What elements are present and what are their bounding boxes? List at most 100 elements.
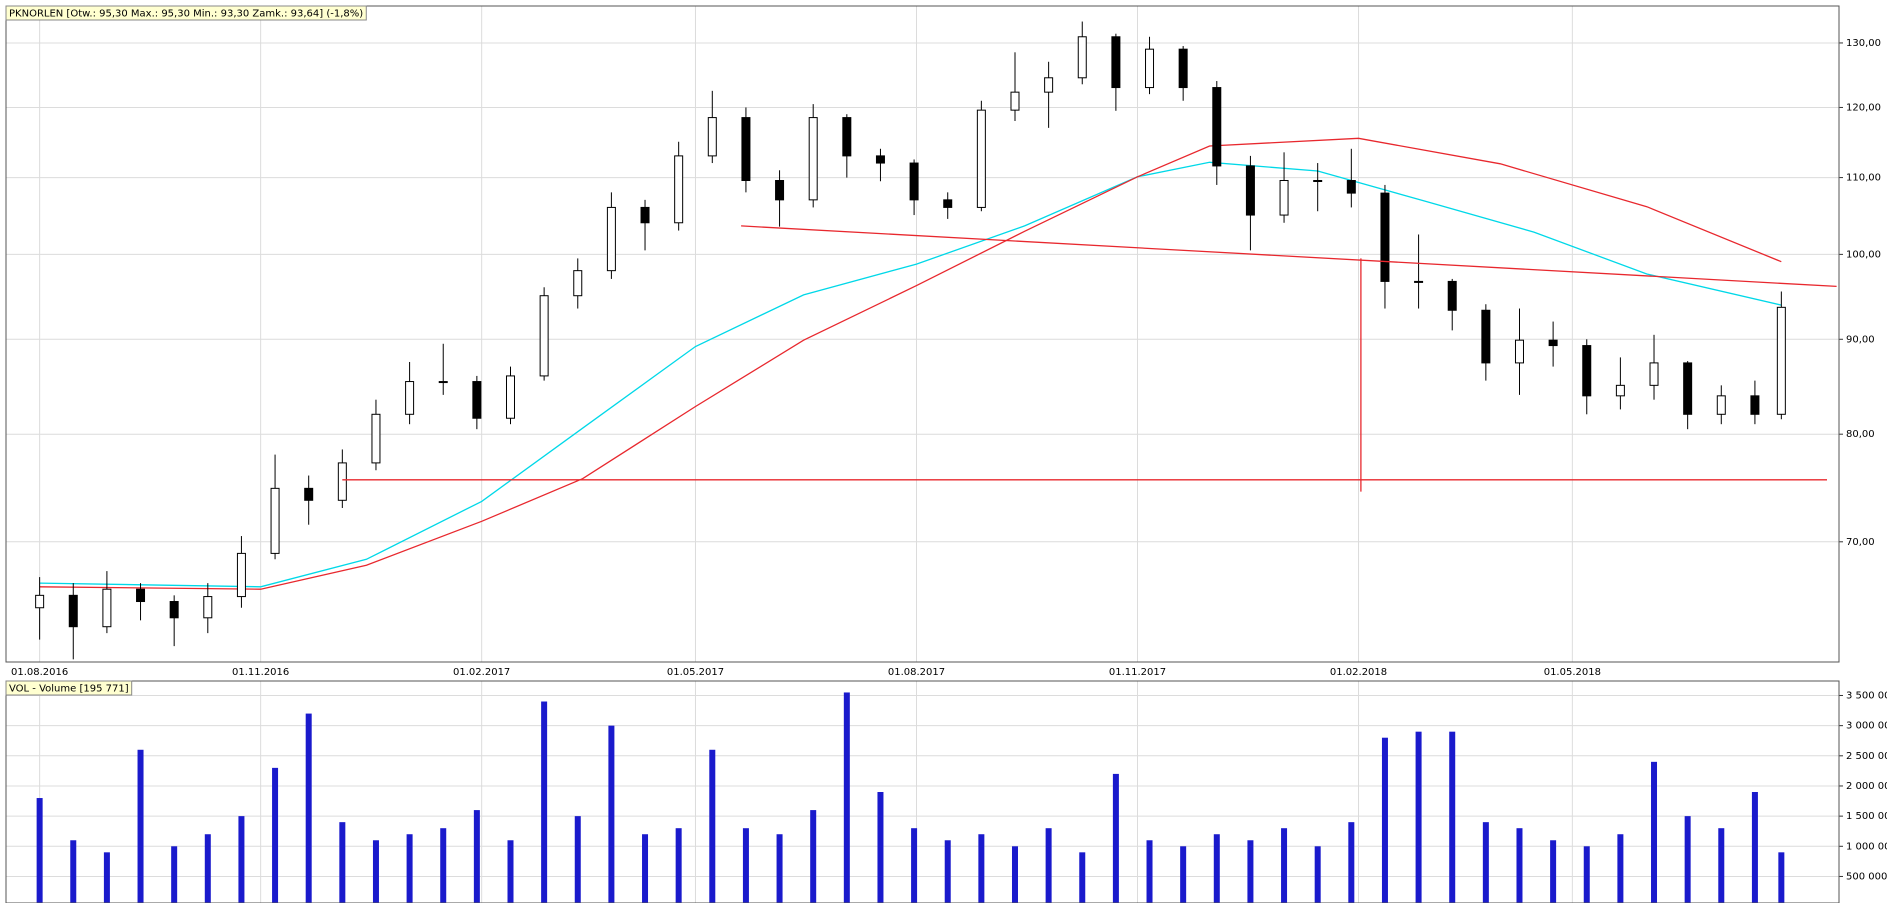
volume-bar: [1314, 846, 1321, 903]
candle-body: [1582, 345, 1592, 397]
panel-frame: [5, 680, 1840, 903]
candle-body: [236, 552, 246, 598]
candle-body: [606, 206, 616, 272]
volume-bar: [1516, 828, 1523, 903]
candle-body: [539, 295, 549, 377]
y-tick-label: 3 500 000: [1846, 690, 1887, 701]
x-tick-label: 01.11.2016: [232, 667, 289, 678]
volume-bar: [204, 834, 211, 903]
volume-bar: [440, 828, 447, 903]
volume-bar: [372, 840, 379, 903]
volume-bar: [238, 816, 245, 903]
panel-title: PKNORLEN [Otw.: 95,30 Max.: 95,30 Min.: …: [9, 9, 363, 20]
candle-body: [775, 180, 785, 201]
volume-bar: [507, 840, 514, 903]
volume-bar: [1684, 816, 1691, 903]
x-tick-label: 01.08.2017: [888, 667, 945, 678]
volume-bar: [675, 828, 682, 903]
y-tick-label: 90,00: [1846, 334, 1875, 345]
candle-body: [1077, 36, 1087, 79]
candle-body: [943, 199, 953, 208]
volume-bar: [810, 810, 817, 903]
panel-title: VOL - Volume [195 771]: [9, 684, 129, 695]
y-tick-label: 100,00: [1846, 249, 1881, 260]
y-tick-label: 1 500 000: [1846, 811, 1887, 822]
x-tick-label: 01.02.2018: [1330, 667, 1387, 678]
y-tick-label: 2 500 000: [1846, 751, 1887, 762]
volume-bar: [272, 767, 279, 903]
candle-body: [1346, 180, 1356, 194]
volume-bar: [608, 725, 615, 903]
candle-body: [1615, 384, 1625, 397]
volume-bar: [1381, 737, 1388, 903]
candle-body: [405, 381, 415, 415]
candle-body: [1178, 48, 1188, 89]
volume-bar: [36, 798, 43, 903]
trend-line: [741, 225, 1837, 288]
candle-body: [1776, 306, 1786, 415]
candle-body: [875, 155, 885, 164]
y-tick-label: 3 000 000: [1846, 721, 1887, 732]
y-tick-label: 1 000 000: [1846, 841, 1887, 852]
candle-body: [808, 117, 818, 201]
volume-bar: [843, 692, 850, 903]
candle-body: [438, 381, 448, 384]
volume-bar: [944, 840, 951, 903]
volume-bar: [137, 749, 144, 903]
candle-body: [1750, 395, 1760, 415]
volume-bar: [1718, 828, 1725, 903]
candle-body: [1279, 180, 1289, 216]
candle-body: [270, 487, 280, 554]
y-tick-label: 110,00: [1846, 173, 1881, 184]
volume-bar: [978, 834, 985, 903]
volume-bar: [406, 834, 413, 903]
volume-bar: [574, 816, 581, 903]
candle-body: [304, 487, 314, 501]
moving-average: [39, 137, 1782, 590]
candle-body: [35, 594, 45, 609]
x-tick-label: 01.11.2017: [1109, 667, 1166, 678]
volume-bar: [776, 834, 783, 903]
candle-body: [1010, 91, 1020, 111]
volume-bar: [1617, 834, 1624, 903]
volume-bar: [1415, 731, 1422, 903]
candle-body: [741, 117, 751, 182]
title-box: [5, 5, 367, 21]
volume-bar: [1583, 846, 1590, 903]
candle-body: [337, 462, 347, 501]
y-tick-label: 2 000 000: [1846, 781, 1887, 792]
candle-body: [472, 381, 482, 419]
candle-body: [1447, 280, 1457, 311]
volume-bar: [1482, 822, 1489, 903]
x-tick-label: 01.02.2017: [453, 667, 510, 678]
volume-bar: [1079, 852, 1086, 903]
candle-body: [1145, 48, 1155, 89]
volume-bar: [305, 713, 312, 903]
volume-bar: [1550, 840, 1557, 903]
candle-body: [1481, 309, 1491, 364]
volume-bar: [1146, 840, 1153, 903]
moving-average: [39, 161, 1782, 588]
volume-bar: [1281, 828, 1288, 903]
x-tick-label: 01.05.2017: [667, 667, 724, 678]
volume-bar: [1213, 834, 1220, 903]
y-tick-label: 130,00: [1846, 38, 1881, 49]
title-box: [5, 680, 133, 696]
candle-body: [707, 117, 717, 157]
y-tick-label: 500 000: [1846, 871, 1887, 882]
volume-bar: [473, 810, 480, 903]
panel-frame: [5, 5, 1840, 663]
candle-body: [1716, 395, 1726, 415]
volume-bar: [1449, 731, 1456, 903]
y-tick-label: 120,00: [1846, 102, 1881, 113]
candle-body: [976, 109, 986, 208]
candle-body: [505, 375, 515, 419]
volume-bar: [171, 846, 178, 903]
volume-bar: [1011, 846, 1018, 903]
volume-bar: [1180, 846, 1187, 903]
candle-body: [68, 594, 78, 628]
candle-body: [1548, 339, 1558, 347]
volume-bar: [911, 828, 918, 903]
volume-bar: [1651, 761, 1658, 903]
candle-body: [136, 588, 146, 603]
